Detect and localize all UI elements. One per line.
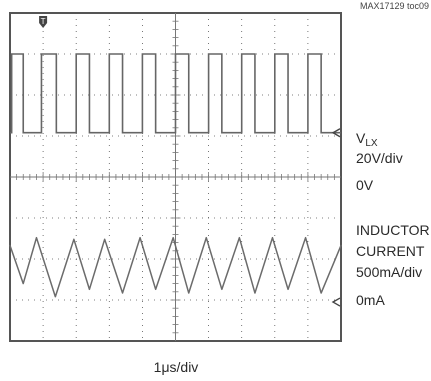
time-scale-label: 1μs/div — [154, 359, 199, 375]
current-scale-label: 500mA/div — [356, 264, 422, 280]
current-zero-marker — [331, 297, 341, 307]
vlx-waveform — [10, 53, 341, 134]
trace-layer — [9, 53, 342, 298]
vlx-label-sub: LX — [365, 138, 378, 149]
vlx-channel-name: VLX — [356, 130, 378, 149]
trigger-marker — [39, 16, 48, 28]
trigger-label: T — [41, 17, 46, 26]
marker-layer: T — [39, 16, 341, 307]
current-zero-label: 0mA — [356, 292, 385, 308]
vlx-label-main: V — [356, 130, 366, 146]
vlx-zero-label: 0V — [356, 177, 374, 193]
channel-labels: VLX 20V/div 0V INDUCTOR CURRENT 500mA/di… — [356, 130, 430, 308]
scope-plot: T — [9, 12, 342, 342]
vlx-zero-marker — [331, 128, 341, 138]
current-label-line-1: INDUCTOR — [356, 222, 430, 238]
inductor-current-waveform — [9, 236, 342, 298]
current-label-line-2: CURRENT — [356, 243, 425, 259]
figure-id: MAX17129 toc09 — [360, 1, 429, 11]
vlx-scale-label: 20V/div — [356, 150, 403, 166]
